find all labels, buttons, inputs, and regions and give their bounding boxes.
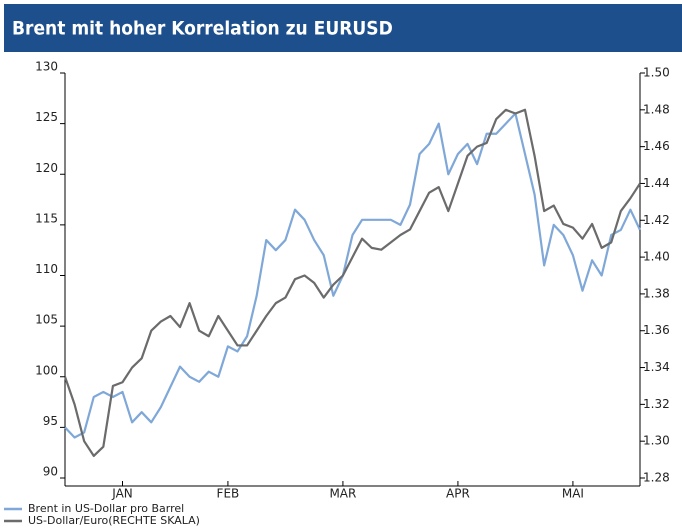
legend-label: US-Dollar/Euro(RECHTE SKALA): [28, 514, 200, 527]
x-tick-label: MAR: [329, 487, 356, 501]
y2-tick-label: 1.34: [643, 360, 670, 374]
y2-tick-label: 1.30: [643, 434, 670, 448]
y2-tick-label: 1.40: [643, 250, 670, 264]
y2-tick-label: 1.38: [643, 286, 670, 300]
x-tick-label: MAI: [562, 487, 584, 501]
y2-tick-label: 1.46: [643, 139, 670, 153]
y2-tick-label: 1.32: [643, 397, 670, 411]
y2-tick-label: 1.44: [643, 176, 670, 190]
y-tick-label: 115: [35, 211, 58, 225]
x-tick-label: JAN: [111, 487, 133, 501]
y2-tick-label: 1.36: [643, 323, 670, 337]
y2-tick-label: 1.42: [643, 213, 670, 227]
y2-tick-label: 1.28: [643, 471, 670, 485]
y-tick-label: 120: [35, 161, 58, 175]
y-tick-label: 90: [43, 465, 58, 479]
x-tick-label: APR: [446, 487, 470, 501]
title-bar: [4, 4, 682, 52]
y-tick-label: 110: [35, 262, 58, 276]
legend-label: Brent in US-Dollar pro Barrel: [28, 502, 184, 515]
y-tick-label: 100: [35, 363, 58, 377]
chart-title: Brent mit hoher Korrelation zu EURUSD: [12, 18, 393, 40]
series-line: [64, 112, 641, 439]
y-tick-label: 105: [35, 313, 58, 327]
y-tick-label: 125: [35, 110, 58, 124]
y2-tick-label: 1.48: [643, 102, 670, 116]
y2-tick-label: 1.50: [643, 66, 670, 80]
x-tick-label: FEB: [217, 487, 240, 501]
y-tick-label: 95: [43, 414, 58, 428]
y-tick-label: 130: [35, 60, 58, 74]
series-line: [63, 108, 641, 458]
